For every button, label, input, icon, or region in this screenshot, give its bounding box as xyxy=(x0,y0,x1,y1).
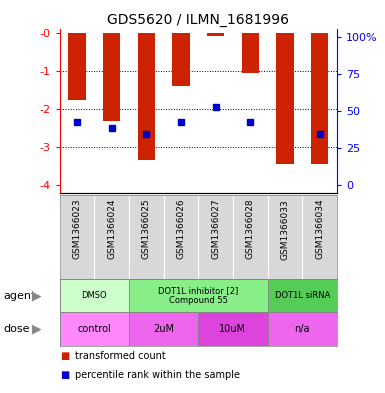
Bar xyxy=(242,33,259,73)
Text: DMSO: DMSO xyxy=(82,291,107,300)
Text: ▶: ▶ xyxy=(32,289,42,302)
Title: GDS5620 / ILMN_1681996: GDS5620 / ILMN_1681996 xyxy=(107,13,289,27)
Bar xyxy=(268,312,337,346)
Bar xyxy=(138,33,155,160)
Bar xyxy=(311,33,328,164)
Bar xyxy=(268,279,337,312)
Text: transformed count: transformed count xyxy=(75,351,166,361)
Text: ■: ■ xyxy=(60,370,69,380)
Text: GSM1366025: GSM1366025 xyxy=(142,199,151,259)
Text: 10uM: 10uM xyxy=(219,324,246,334)
Bar xyxy=(129,279,268,312)
Text: n/a: n/a xyxy=(295,324,310,334)
Text: percentile rank within the sample: percentile rank within the sample xyxy=(75,370,240,380)
Bar xyxy=(172,33,189,86)
Text: ■: ■ xyxy=(60,351,69,361)
Text: ▶: ▶ xyxy=(32,323,42,336)
Text: GSM1366028: GSM1366028 xyxy=(246,199,255,259)
Bar xyxy=(60,312,129,346)
Text: GSM1366023: GSM1366023 xyxy=(72,199,82,259)
Text: GSM1366027: GSM1366027 xyxy=(211,199,220,259)
Bar xyxy=(129,312,198,346)
Text: GSM1366026: GSM1366026 xyxy=(176,199,186,259)
Text: DOT1L inhibitor [2]
Compound 55: DOT1L inhibitor [2] Compound 55 xyxy=(158,286,238,305)
Text: GSM1366033: GSM1366033 xyxy=(280,199,290,259)
Bar xyxy=(198,312,268,346)
Text: agent: agent xyxy=(4,291,36,301)
Text: GSM1366034: GSM1366034 xyxy=(315,199,324,259)
Text: control: control xyxy=(77,324,111,334)
Bar xyxy=(60,279,129,312)
Bar xyxy=(103,33,120,121)
Text: DOT1L siRNA: DOT1L siRNA xyxy=(275,291,330,300)
Text: GSM1366024: GSM1366024 xyxy=(107,199,116,259)
Text: 2uM: 2uM xyxy=(153,324,174,334)
Bar xyxy=(69,33,86,100)
Bar xyxy=(207,33,224,36)
Bar xyxy=(276,33,293,164)
Text: dose: dose xyxy=(4,324,30,334)
